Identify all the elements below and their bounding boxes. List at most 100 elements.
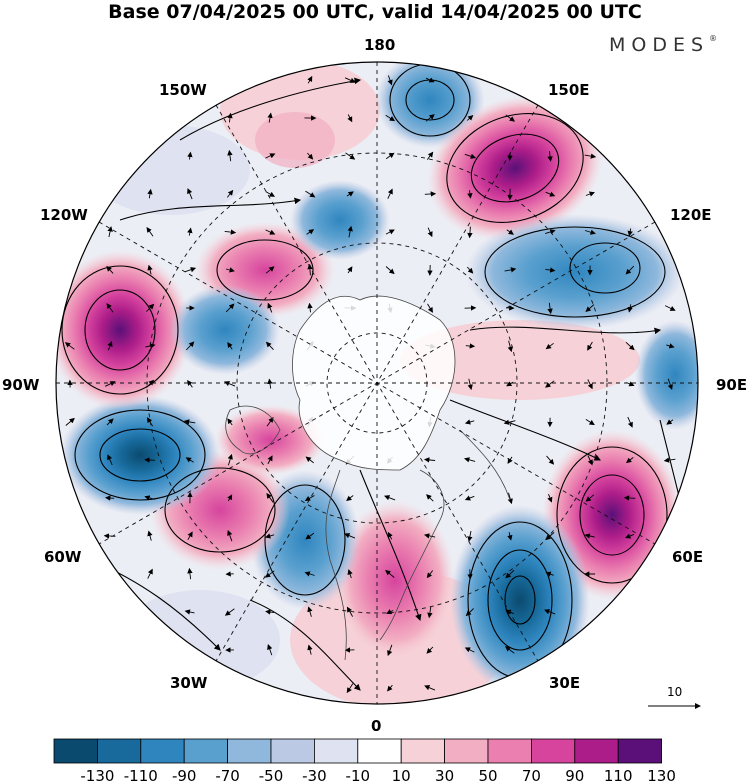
wind-vector: [304, 571, 315, 577]
wind-vector: [467, 190, 473, 199]
wind-vector: [467, 530, 473, 542]
wind-vector: [585, 494, 595, 502]
colorbar-swatch: [531, 738, 576, 764]
wind-vector: [387, 75, 393, 86]
wind-vector: [267, 378, 273, 389]
wind-vector: [187, 188, 193, 200]
wind-vector: [144, 457, 155, 463]
wind-vector: [426, 151, 434, 160]
anomaly-pos-0: [335, 500, 455, 660]
wind-vector: [627, 416, 633, 428]
colorbar-swatch: [400, 738, 446, 764]
wind-vector: [106, 303, 114, 313]
wind-vector: [545, 267, 556, 273]
colorbar-swatch: [313, 738, 359, 764]
colorbar-tick-label: 130: [647, 767, 676, 783]
wind-vector: [545, 229, 556, 235]
wind-vector: [346, 191, 354, 197]
map-title: Base 07/04/2025 00 UTC, valid 14/04/2025…: [108, 1, 642, 23]
anomaly-field: [56, 62, 698, 704]
lon-label-30e: 30E: [549, 674, 581, 692]
wind-vector: [305, 456, 314, 464]
wind-vector: [385, 152, 395, 160]
wind-vector: [227, 494, 233, 502]
wind-vector: [427, 303, 433, 313]
wind-vector: [307, 644, 313, 655]
wind-vector: [387, 188, 393, 199]
wind-vector: [265, 609, 275, 615]
colorbar-swatch: [97, 738, 142, 764]
lon-label-180: 180: [364, 36, 396, 54]
wind-vector: [227, 341, 233, 350]
wind-vector: [625, 533, 635, 539]
wind-vector: [185, 341, 195, 351]
wind-vector: [386, 609, 394, 614]
wind-vector: [105, 381, 116, 387]
wind-vector: [587, 341, 593, 351]
colorbar-swatch: [357, 738, 402, 764]
colorbar-swatch: [53, 738, 98, 764]
colorbar-swatch: [574, 738, 619, 764]
wind-vector: [227, 418, 233, 426]
wind-vector: [504, 646, 515, 654]
wind-vector: [346, 495, 354, 502]
wind-vector: [227, 149, 233, 162]
lon-label-150e: 150E: [548, 81, 590, 99]
wind-vector: [146, 303, 155, 312]
wind-vector: [547, 151, 553, 162]
wind-vector: [385, 266, 395, 275]
wind-vector: [666, 343, 675, 349]
wind-vector: [424, 191, 437, 197]
wind-vector: [347, 569, 353, 579]
wind-vector: [545, 191, 556, 197]
wind-vector: [267, 455, 273, 465]
wind-vector: [584, 153, 597, 159]
wind-vector: [427, 227, 433, 238]
anomaly-neg-90w: [60, 395, 220, 515]
wind-vector: [507, 151, 513, 161]
wind-vector: [506, 229, 514, 235]
wind-vector: [587, 379, 593, 390]
wind-vector: [666, 419, 674, 425]
anomaly-neg-canada: [170, 285, 280, 375]
wind-vector: [265, 229, 276, 235]
lon-label-120w: 120W: [40, 206, 88, 224]
wind-vector: [505, 114, 516, 122]
wind-vector: [187, 531, 193, 541]
lon-label-60w: 60W: [44, 548, 82, 566]
wind-vector: [585, 191, 595, 197]
wind-vector: [265, 191, 275, 197]
wind-vector: [625, 341, 635, 351]
wind-vectors: [64, 75, 676, 694]
wind-vector: [266, 416, 274, 427]
anomaly-neg-150w: [290, 180, 390, 260]
colorbar-tick-label: 50: [478, 767, 497, 783]
lon-label-30w: 30W: [170, 674, 208, 692]
anomaly-neg-90e: [635, 320, 698, 430]
brand-mark: ®: [709, 34, 718, 43]
wind-vector: [266, 492, 274, 503]
wind-vector: [305, 532, 315, 540]
wind-vector: [625, 265, 635, 275]
wind-vector: [185, 457, 194, 463]
wind-vector: [545, 380, 555, 388]
anomaly-neg-120e: [465, 214, 685, 330]
wind-vector: [585, 419, 595, 426]
lon-label-150w: 150W: [159, 81, 207, 99]
wind-vector: [467, 226, 473, 239]
wind-vector: [107, 226, 113, 238]
colorbar-tick-label: 90: [565, 767, 584, 783]
wind-vector: [183, 419, 196, 425]
wind-vector: [387, 684, 393, 692]
wind-vector: [307, 152, 314, 160]
wind-vector: [144, 495, 155, 501]
wind-vector: [387, 644, 393, 657]
colorbar-tick-label: -10: [346, 767, 371, 783]
wind-vector: [667, 378, 673, 391]
colorbar-tick-label: -90: [172, 767, 197, 783]
wind-vector: [187, 151, 193, 160]
anomaly-neg-30e: [450, 505, 590, 695]
wind-vector: [265, 341, 274, 351]
